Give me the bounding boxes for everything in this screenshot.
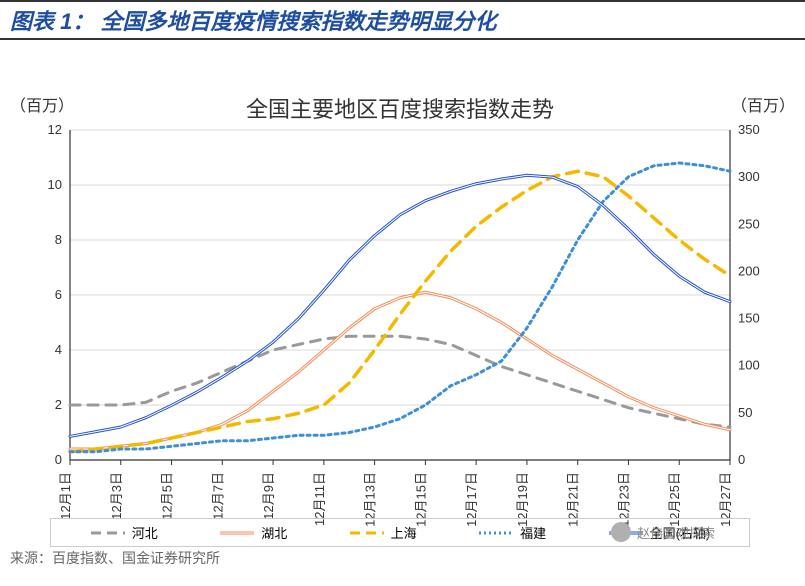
figure-label: 图表 1： [10, 9, 94, 34]
svg-text:8: 8 [55, 232, 62, 247]
legend-item: 福建 [478, 523, 546, 542]
svg-text:0: 0 [55, 452, 62, 467]
legend-item: 上海 [349, 523, 417, 542]
svg-text:12月7日: 12月7日 [210, 472, 225, 520]
svg-text:12月9日: 12月9日 [261, 472, 276, 520]
svg-text:6: 6 [55, 287, 62, 302]
left-axis-unit: （百万） [10, 92, 74, 116]
legend-swatch-icon [478, 526, 514, 540]
legend-item: 湖北 [219, 523, 287, 542]
chart-container: 全国主要地区百度搜索指数走势 （百万） （百万） 0 2 4 6 8 10 12 0 50 100… [0, 40, 805, 540]
legend-swatch-icon [219, 526, 255, 540]
figure-title-text: 全国多地百度疫情搜索指数走势明显分化 [100, 9, 496, 34]
svg-text:50: 50 [738, 405, 752, 420]
svg-text:300: 300 [738, 169, 760, 184]
svg-text:4: 4 [55, 342, 62, 357]
chart-subtitle: 全国主要地区百度搜索指数走势 [246, 92, 554, 124]
svg-text:0: 0 [738, 452, 745, 467]
svg-text:12月3日: 12月3日 [109, 472, 124, 520]
legend-swatch-icon [349, 526, 385, 540]
right-axis-unit: （百万） [731, 92, 795, 116]
legend-item: 河北 [90, 523, 158, 542]
watermark-text: 赵伟宏观探索 [637, 523, 715, 542]
watermark-avatar-icon [611, 522, 631, 542]
svg-text:12月1日: 12月1日 [58, 472, 73, 520]
legend-label: 福建 [520, 523, 546, 542]
legend-label: 河北 [132, 523, 158, 542]
svg-text:12月5日: 12月5日 [160, 472, 175, 520]
legend-label: 上海 [391, 523, 417, 542]
legend-label: 湖北 [261, 523, 287, 542]
watermark: 赵伟宏观探索 [611, 522, 715, 542]
svg-text:200: 200 [738, 263, 760, 278]
svg-text:100: 100 [738, 358, 760, 373]
svg-text:350: 350 [738, 122, 760, 137]
svg-text:250: 250 [738, 216, 760, 231]
legend-swatch-icon [90, 526, 126, 540]
svg-text:150: 150 [738, 311, 760, 326]
figure-title: 图表 1： 全国多地百度疫情搜索指数走势明显分化 [0, 0, 805, 40]
svg-text:10: 10 [48, 177, 62, 192]
svg-text:2: 2 [55, 397, 62, 412]
svg-text:12: 12 [48, 122, 62, 137]
